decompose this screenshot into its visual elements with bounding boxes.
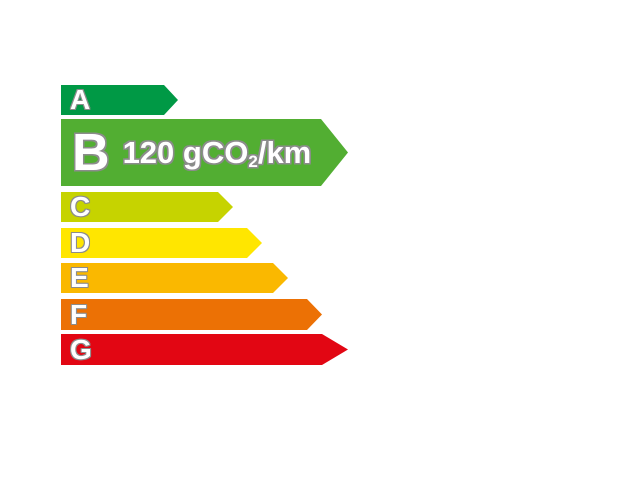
- rating-bar-e: E: [61, 263, 288, 293]
- rating-bar-c: C: [61, 192, 233, 222]
- rating-bar-d: D: [61, 228, 262, 258]
- rating-bar-a: A: [61, 85, 178, 115]
- rating-letter-a: A: [70, 84, 91, 115]
- rating-letter-b: B: [72, 123, 110, 182]
- rating-letter-d: D: [70, 227, 91, 258]
- rating-letter-c: C: [70, 191, 91, 222]
- co2-efficiency-label: A B 120 gCO2/km C D E F G: [61, 85, 348, 365]
- co2-value-suffix: /km: [257, 135, 312, 170]
- co2-value-text: 120 gCO2/km: [123, 137, 312, 168]
- rating-bar-b-selected: B 120 gCO2/km: [61, 119, 348, 186]
- rating-letter-g: G: [70, 333, 92, 365]
- rating-bar-g: G: [61, 334, 348, 365]
- co2-value-prefix: 120 gCO: [122, 135, 249, 170]
- rating-bar-f: F: [61, 299, 322, 330]
- rating-letter-e: E: [70, 262, 89, 293]
- co2-subscript-2: 2: [248, 151, 258, 171]
- rating-letter-f: F: [70, 298, 88, 330]
